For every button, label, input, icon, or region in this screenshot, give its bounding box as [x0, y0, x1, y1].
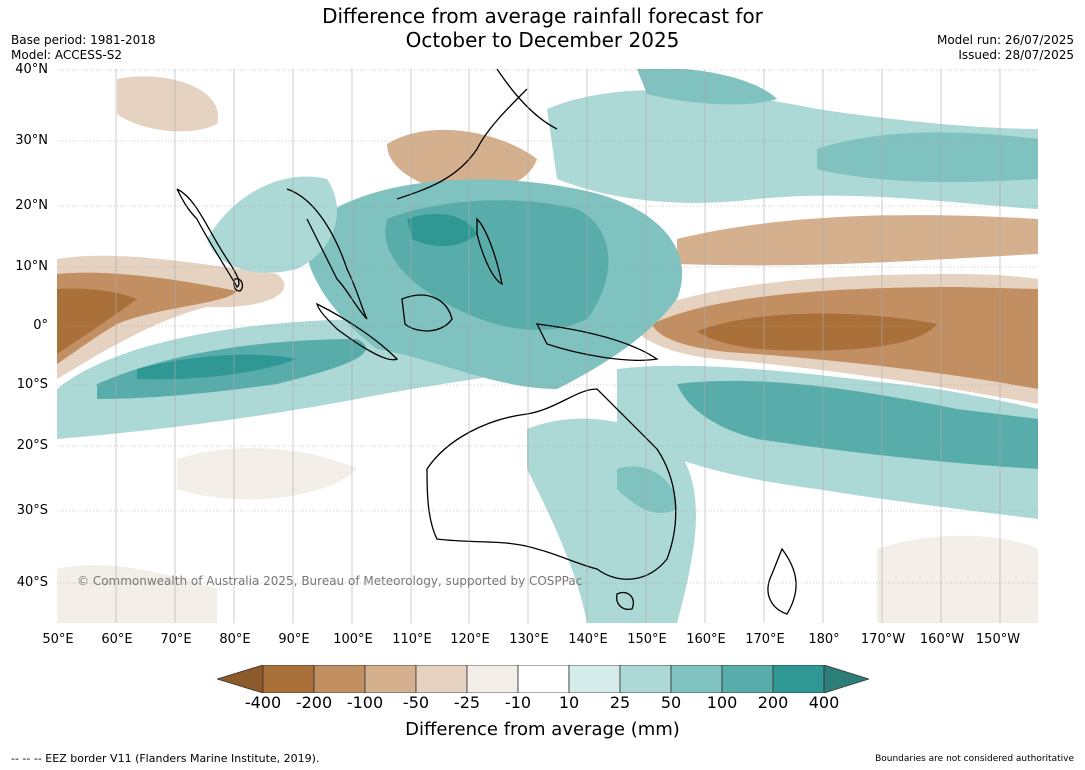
colorbar-tick: -100 [346, 693, 384, 712]
wet-region-east-australia [527, 418, 696, 623]
colorbar-swatch-3 [364, 665, 417, 693]
lon-label-80e: 80°E [219, 632, 251, 647]
wet-peak-south-indian [137, 354, 297, 380]
lat-label-40n: 40°N [15, 62, 48, 77]
lon-label-150w: 150°W [975, 632, 1021, 647]
lat-label-10s: 10°S [16, 377, 48, 392]
coast-india [176, 188, 240, 288]
colorbar [217, 665, 869, 693]
lat-label-20n: 20°N [15, 198, 48, 213]
lat-label-0: 0° [33, 318, 48, 333]
colorbar-tick: -400 [244, 693, 282, 712]
colorbar-swatch-8 [619, 665, 672, 693]
lat-label-30n: 30°N [15, 133, 48, 148]
issued-date: Issued: 28/07/2025 [958, 48, 1074, 62]
lon-label-150e: 150°E [627, 632, 667, 647]
colorbar-arrow-low [217, 665, 264, 693]
colorbar-tick: 50 [660, 693, 682, 712]
model-name: Model: ACCESS-S2 [11, 48, 123, 62]
lon-label-50e: 50°E [42, 632, 74, 647]
lon-label-90e: 90°E [278, 632, 310, 647]
dry-region-china [387, 129, 537, 193]
boundaries-disclaimer: Boundaries are not considered authoritat… [875, 754, 1074, 764]
coastlines [176, 69, 797, 615]
wet-core-nw-pacific [637, 69, 777, 105]
coast-china-japan [396, 69, 558, 200]
colorbar-tick: 25 [609, 693, 631, 712]
meta-right: Model run: 26/07/2025 Issued: 28/07/2025 [937, 33, 1074, 63]
lon-label-160w: 160°W [919, 632, 965, 647]
colorbar-swatch-1 [262, 665, 315, 693]
colorbar-swatch-11 [772, 665, 825, 693]
graticule-meridians [115, 69, 1001, 623]
dry-patch-southwest [57, 565, 217, 623]
colorbar-swatch-6 [517, 665, 570, 693]
wet-core-north-pacific [817, 132, 1038, 182]
lon-label-110e: 110°E [392, 632, 432, 647]
rainfall-map: © Commonwealth of Australia 2025, Bureau… [57, 69, 1038, 623]
coast-philippines [476, 217, 503, 286]
colorbar-tick: 10 [558, 693, 580, 712]
wet-peak-maritime [407, 214, 477, 246]
eez-border-note: -- -- -- EEZ border V11 (Flanders Marine… [11, 752, 320, 765]
lon-label-170e: 170°E [745, 632, 785, 647]
coast-mainland-sea [286, 188, 368, 320]
colorbar-swatch-2 [313, 665, 366, 693]
coast-new-guinea [535, 323, 659, 361]
lat-label-30s: 30°S [16, 503, 48, 518]
colorbar-tick: -10 [504, 693, 532, 712]
coast-australia [426, 388, 677, 580]
lon-label-180: 180° [808, 632, 840, 647]
lat-label-40s: 40°S [16, 575, 48, 590]
colorbar-swatch-4 [415, 665, 468, 693]
colorbar-swatch-10 [721, 665, 774, 693]
dry-patch-southeast [877, 535, 1038, 623]
map-canvas [57, 69, 1038, 623]
colorbar-swatch-7 [568, 665, 621, 693]
dry-band-north-pacific [677, 215, 1038, 266]
title-line-1: Difference from average rainfall forecas… [322, 4, 763, 28]
coast-borneo [401, 294, 453, 332]
colorbar-label: Difference from average (mm) [405, 719, 680, 740]
lon-label-170w: 170°W [860, 632, 906, 647]
dry-region-tibet [117, 76, 219, 132]
wet-core-spcz [677, 380, 1038, 469]
colorbar-tick: 200 [757, 693, 789, 712]
model-run: Model run: 26/07/2025 [936, 33, 1074, 47]
wet-core-east-australia [617, 466, 677, 513]
title-line-2: October to December 2025 [405, 28, 680, 52]
wet-region-bay-of-bengal [207, 176, 337, 273]
dry-peak-pacific [697, 313, 937, 351]
colorbar-tick: -200 [295, 693, 333, 712]
colorbar-tick: 400 [808, 693, 840, 712]
lon-label-100e: 100°E [333, 632, 373, 647]
lat-label-10n: 10°N [15, 259, 48, 274]
base-period: Base period: 1981-2018 [11, 33, 156, 47]
colorbar-tick: -50 [402, 693, 430, 712]
lon-label-60e: 60°E [101, 632, 133, 647]
colorbar-arrow-high [823, 665, 869, 693]
lon-label-140e: 140°E [568, 632, 608, 647]
lon-label-120e: 120°E [450, 632, 490, 647]
meta-left: Base period: 1981-2018 Model: ACCESS-S2 [11, 33, 156, 63]
lat-label-20s: 20°S [16, 438, 48, 453]
colorbar-swatch-5 [466, 665, 519, 693]
lon-label-70e: 70°E [160, 632, 192, 647]
dry-peak-west-indian [57, 288, 137, 354]
map-title: Difference from average rainfall forecas… [0, 4, 1085, 52]
lon-label-160e: 160°E [686, 632, 726, 647]
lon-label-130e: 130°E [509, 632, 549, 647]
coast-tasmania [616, 591, 634, 610]
coast-new-zealand [767, 547, 797, 615]
copyright-notice: © Commonwealth of Australia 2025, Bureau… [77, 574, 583, 588]
dry-patch-south-indian [177, 448, 357, 500]
coast-sumatra [315, 302, 399, 361]
colorbar-tick: -25 [453, 693, 481, 712]
colorbar-swatch-9 [670, 665, 723, 693]
colorbar-tick: 100 [706, 693, 738, 712]
